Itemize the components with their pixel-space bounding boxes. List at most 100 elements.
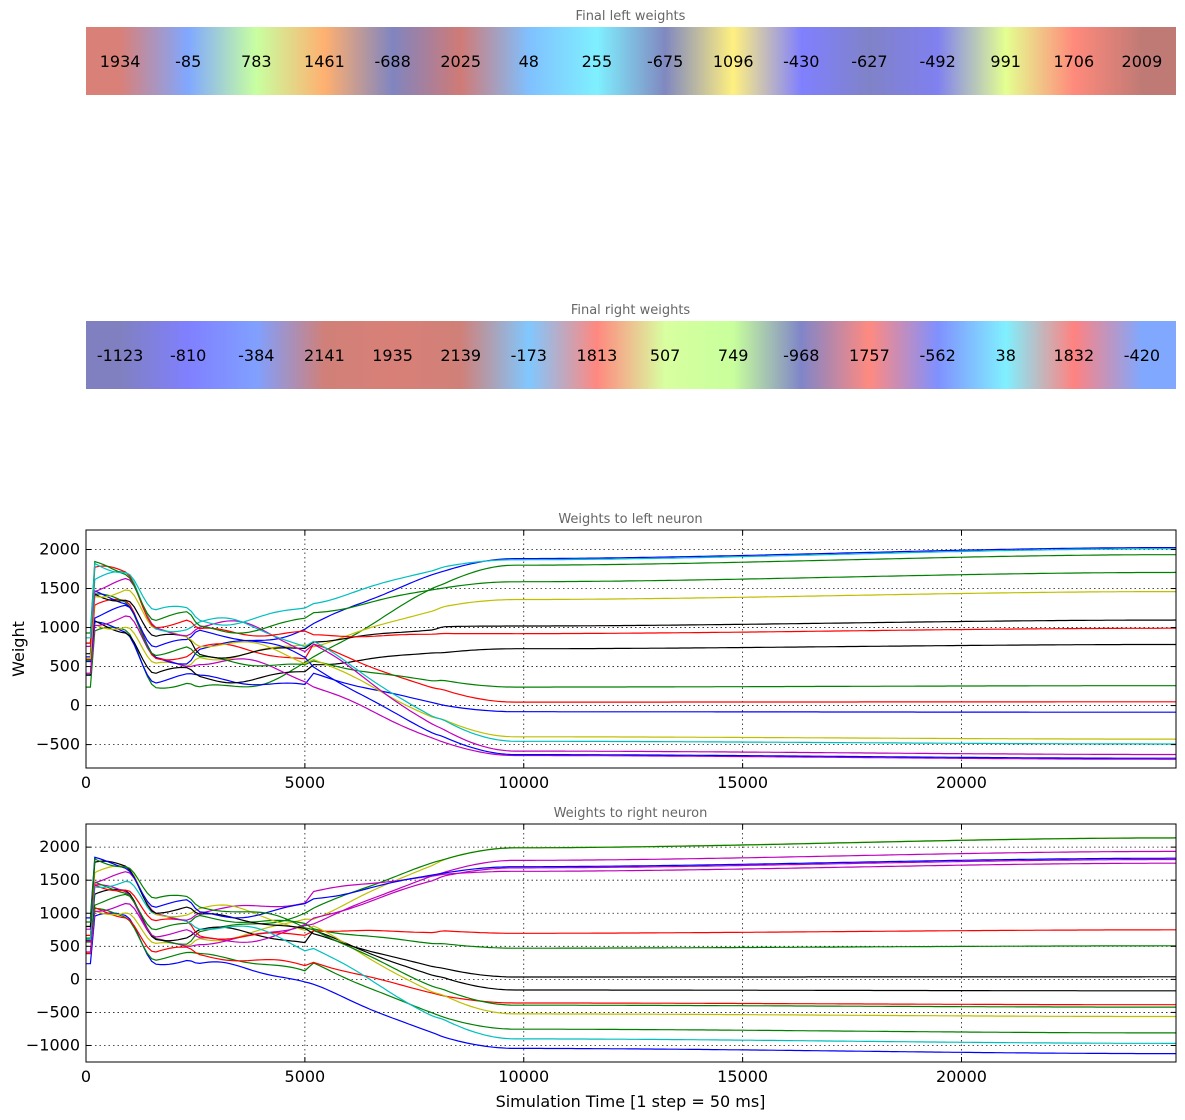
plot-right-frame [85,823,1177,1063]
plot-right-weights: Weights to right neuron 0 5000 10000 15000 2… [26,806,1177,1111]
plot-left-weights: Weights to left neuron 0 5000 10000 15000 20… [9,512,1177,792]
weight-series-line [86,856,1176,919]
heatmap-cell-label: -85 [175,52,201,71]
y-tick-label: −500 [36,735,80,754]
weight-series-line [86,570,1176,745]
heatmap-cell-label: -562 [919,346,955,365]
heatmap-cell-label: -1123 [97,346,144,365]
plot-right-xlabel: Simulation Time [1 step = 50 ms] [496,1092,766,1111]
heatmap-cell-label: 749 [718,346,749,365]
weight-series-line [86,593,1176,688]
heatmap-cell-label: 2139 [440,346,481,365]
y-tick-label: 1000 [39,618,80,637]
x-tick-label: 5000 [285,773,326,792]
heatmap-cell-label: 1934 [100,52,141,71]
heatmap-cell-label: 783 [241,52,272,71]
heatmap-cell-label: -810 [170,346,206,365]
weight-series-line [86,560,1177,634]
heatmap-cell-label: -430 [783,52,819,71]
plot-right-title: Weights to right neuron [554,806,708,821]
heatmap-left: Final left weights 1934 -85 783 1461 -688 202… [86,9,1176,95]
y-tick-label: 1000 [39,903,80,922]
heatmap-cell-label: 1935 [372,346,413,365]
y-tick-label: 1500 [39,870,80,889]
y-tick-label: −1000 [26,1035,80,1054]
heatmap-cell-label: 1706 [1053,52,1094,71]
weight-series-line [86,858,1176,1008]
weight-series-line [86,860,1176,978]
weight-series-line [86,884,1176,940]
x-tick-label: 20000 [936,1067,987,1086]
heatmap-left-strip [86,27,1176,95]
weight-series-line [86,907,1176,1034]
weight-series-line [86,589,1176,740]
x-tick-label: 15000 [717,773,768,792]
weight-series-line [86,615,1176,760]
plot-left-frame [85,529,1177,769]
heatmap-right: Final right weights -1123 -810 -384 2141 193… [86,303,1176,389]
weight-series-line [86,590,1176,675]
heatmap-cell-label: 507 [650,346,681,365]
weight-series-line [86,593,1177,659]
heatmap-cell-label: 38 [996,346,1016,365]
y-tick-label: 2000 [39,540,80,559]
heatmap-cell-label: -968 [783,346,819,365]
x-tick-label: 0 [81,773,91,792]
heatmap-cell-label: -384 [238,346,274,365]
heatmap-cell-label: 2025 [440,52,481,71]
plot-left-title: Weights to left neuron [558,512,702,527]
weight-series-line [86,598,1176,703]
heatmap-cell-label: -675 [647,52,683,71]
x-tick-label: 10000 [498,1067,549,1086]
weight-series-line [86,565,1176,644]
weight-series-line [86,577,1176,756]
weight-series-line [86,880,1176,1045]
heatmap-cell-label: -688 [374,52,410,71]
weight-series-line [86,621,1176,713]
weight-series-line [86,888,1176,992]
heatmap-cell-label: 1096 [713,52,754,71]
weight-series-line [86,590,1176,759]
weight-series-line [86,548,1176,639]
x-tick-label: 10000 [498,773,549,792]
heatmap-cell-label: 2141 [304,346,345,365]
y-tick-label: 1500 [39,579,80,598]
heatmap-cell-label: 2009 [1122,52,1163,71]
y-tick-label: 500 [49,657,80,676]
weight-series-line [86,912,1176,1055]
heatmap-right-strip [86,321,1176,389]
weight-series-line [86,862,1176,930]
heatmap-cell-label: -492 [919,52,955,71]
y-tick-label: 0 [70,696,80,715]
heatmap-right-title: Final right weights [571,303,691,318]
weight-series-line [86,906,1176,1006]
heatmap-cell-label: 1461 [304,52,345,71]
weight-series-line [86,619,1176,684]
heatmap-cell-label: -420 [1124,346,1160,365]
weight-series-line [86,554,1176,689]
y-tick-label: 2000 [39,837,80,856]
x-tick-label: 15000 [717,1067,768,1086]
weight-series-line [86,865,1176,1018]
heatmap-cell-label: -173 [511,346,547,365]
plot-left-ylabel: Weight [9,621,28,677]
y-tick-label: 500 [49,936,80,955]
x-tick-label: 5000 [285,1067,326,1086]
heatmap-cell-label: 991 [990,52,1021,71]
y-tick-label: 0 [70,969,80,988]
heatmap-cell-label: 255 [582,52,613,71]
heatmap-left-title: Final left weights [576,9,686,24]
heatmap-cell-label: 1832 [1053,346,1094,365]
weight-series-line [86,881,1176,949]
weight-series-line [86,837,1177,945]
weight-series-line [86,546,1176,665]
heatmap-cell-label: -627 [851,52,887,71]
weight-series-line [86,858,1176,943]
heatmap-cell-label: 1757 [849,346,890,365]
x-tick-label: 0 [81,1067,91,1086]
y-tick-label: −500 [36,1002,80,1021]
heatmap-cell-label: 48 [519,52,539,71]
heatmap-cell-label: 1813 [577,346,618,365]
x-tick-label: 20000 [936,773,987,792]
